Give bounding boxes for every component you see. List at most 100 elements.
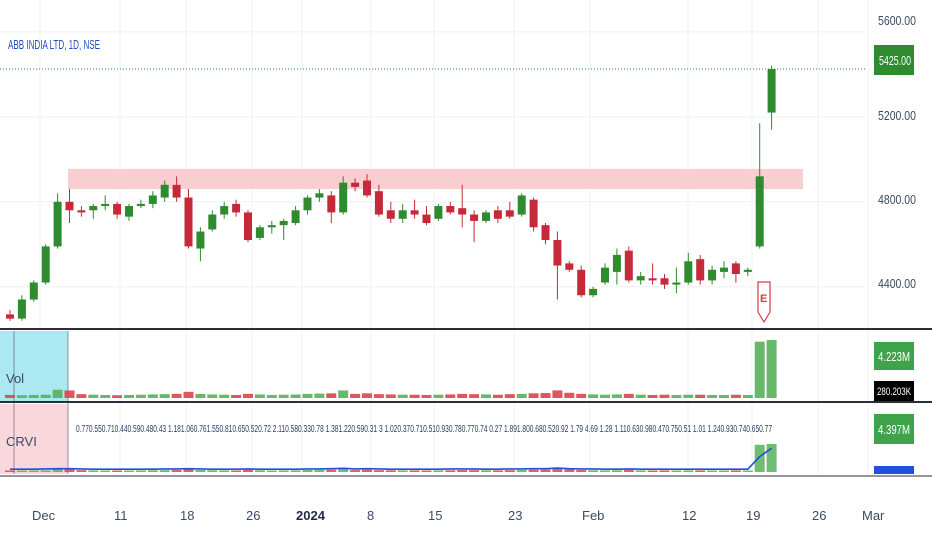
volume-bar xyxy=(730,394,741,398)
candle xyxy=(386,201,395,224)
candle xyxy=(6,310,14,321)
price-tick-5600: 5600.00 xyxy=(878,13,916,28)
candle xyxy=(244,210,252,243)
volume-bar xyxy=(231,394,242,398)
crvi-bar xyxy=(445,470,456,472)
candle-body xyxy=(113,203,122,215)
candle xyxy=(339,176,348,215)
crvi-bar xyxy=(254,470,265,472)
candle-body xyxy=(65,201,74,211)
candle-body xyxy=(612,254,621,272)
time-label-2024: 2024 xyxy=(296,508,326,523)
volume-bar xyxy=(635,394,646,398)
candle-body xyxy=(220,206,229,215)
volume-bar xyxy=(362,393,372,398)
candle xyxy=(303,195,312,215)
candle-body xyxy=(303,197,312,211)
volume-bar xyxy=(671,394,682,398)
volume-bar xyxy=(278,394,289,398)
crvi-bar xyxy=(16,470,27,472)
candle xyxy=(672,267,681,294)
volume-bar xyxy=(135,394,146,398)
crvi-bar xyxy=(76,470,87,472)
crvi-bar xyxy=(409,470,420,472)
candle-body xyxy=(601,267,609,283)
crvi-bar xyxy=(28,470,39,472)
candle xyxy=(29,280,38,302)
volume-bar xyxy=(254,394,265,398)
candle xyxy=(327,191,336,224)
crvi-bar xyxy=(314,469,325,472)
candle xyxy=(505,201,514,219)
candle xyxy=(743,267,752,277)
volume-pane-label: Vol xyxy=(6,371,24,386)
volume-bar xyxy=(647,394,658,398)
volume-bar xyxy=(576,393,587,398)
crvi-bar xyxy=(64,468,75,472)
volume-bar xyxy=(492,394,503,398)
volume-bar xyxy=(195,393,206,398)
candle-body xyxy=(458,208,467,215)
candle xyxy=(208,210,217,232)
candle-body xyxy=(172,184,181,198)
volume-bar xyxy=(611,394,622,398)
candle xyxy=(636,271,645,285)
volume-bar xyxy=(504,394,515,398)
candle-body xyxy=(410,210,419,215)
candle-body xyxy=(339,182,348,213)
volume-bar xyxy=(219,394,230,398)
candle xyxy=(541,223,550,245)
candlestick-series xyxy=(6,65,776,321)
candle-body xyxy=(648,278,657,281)
crvi-bar xyxy=(326,469,337,472)
volume-bar xyxy=(314,393,325,398)
time-label-dec: Dec xyxy=(32,508,56,523)
time-label-15: 15 xyxy=(428,508,442,523)
volume-bar xyxy=(742,394,753,398)
candle-body xyxy=(755,176,764,247)
volume-value-badge xyxy=(874,342,914,370)
candle-body xyxy=(684,261,693,283)
volume-bar xyxy=(385,394,396,398)
crvi-bar xyxy=(635,470,646,472)
volume-bar xyxy=(397,394,408,398)
candle-body xyxy=(660,278,669,285)
candle-body xyxy=(386,210,395,219)
candle xyxy=(113,201,122,219)
candle xyxy=(660,274,669,289)
candle xyxy=(232,199,241,217)
volume-bar xyxy=(302,393,313,398)
candle xyxy=(493,206,502,224)
volume-bar xyxy=(52,389,63,398)
crvi-bar xyxy=(516,470,527,472)
volume-bar xyxy=(88,394,99,398)
crvi-bar xyxy=(290,470,301,472)
crvi-bar xyxy=(588,470,599,472)
earnings-marker[interactable]: E xyxy=(757,281,771,324)
volume-bar xyxy=(588,394,599,398)
volume-bar xyxy=(5,394,15,398)
candle-body xyxy=(136,203,145,207)
crvi-bar xyxy=(742,470,753,472)
candle-body xyxy=(624,250,633,281)
symbol-title: ABB INDIA LTD, 1D, NSE xyxy=(8,37,100,52)
volume-bar xyxy=(433,394,444,398)
candle-body xyxy=(244,212,252,241)
candle-body xyxy=(279,220,288,226)
candle-body xyxy=(29,282,38,300)
candle xyxy=(89,203,98,219)
volume-bar xyxy=(528,393,539,398)
candle xyxy=(220,201,229,219)
candle-body xyxy=(315,193,324,198)
candle-body xyxy=(541,225,550,241)
candle-body xyxy=(77,210,86,213)
crvi-bar xyxy=(730,470,741,472)
volume-bar xyxy=(207,394,218,398)
crvi-bar xyxy=(397,470,408,472)
crvi-bar xyxy=(611,470,622,472)
crvi-pane-label: CRVI xyxy=(6,434,37,449)
crvi-bar xyxy=(683,470,694,472)
volume-bar xyxy=(326,393,337,398)
